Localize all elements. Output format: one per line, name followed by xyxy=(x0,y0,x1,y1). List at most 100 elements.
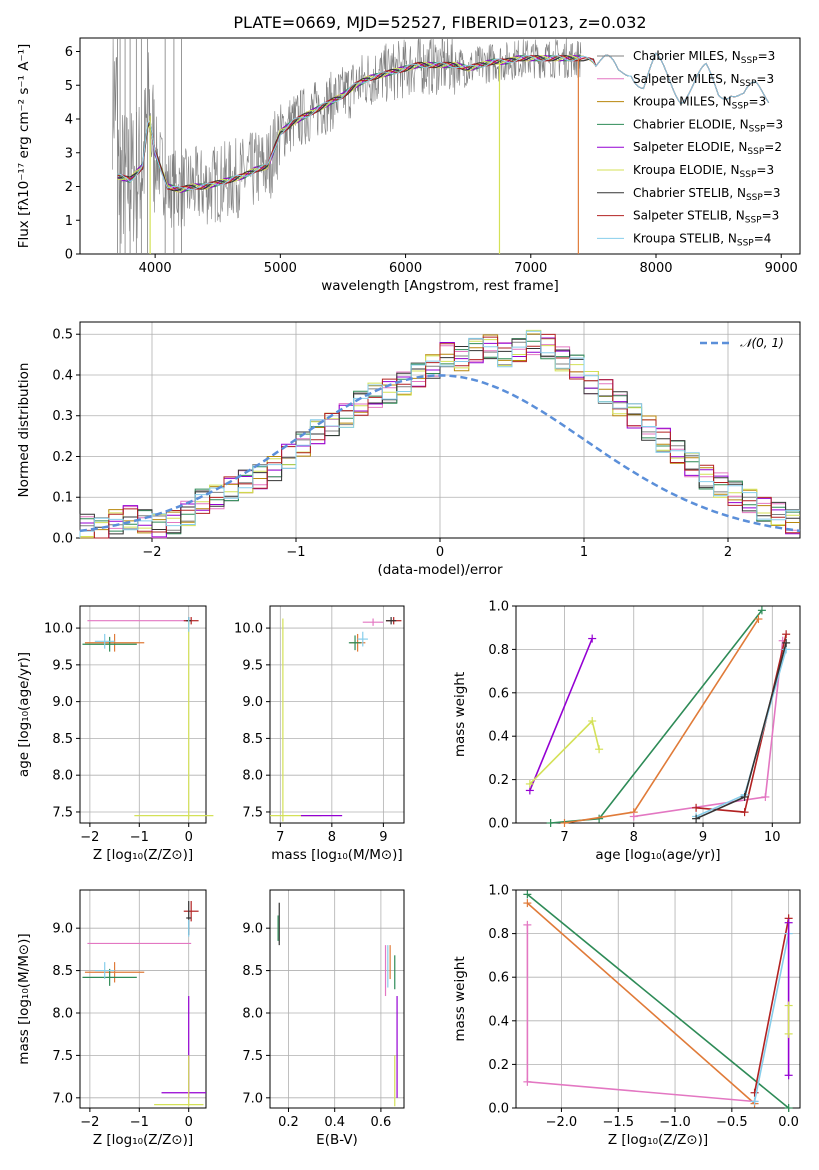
axes-frame xyxy=(79,321,801,539)
axes-frame xyxy=(515,605,801,824)
legend-val: =3 xyxy=(756,163,774,177)
legend-entry: Kroupa MILES, NSSP=3 xyxy=(633,95,766,112)
x-tick-label: −1.0 xyxy=(659,1115,691,1130)
y-tick-label: 1 xyxy=(65,214,73,229)
y-tick-label: 4 xyxy=(65,113,73,128)
legend-sub: SSP xyxy=(737,238,754,248)
axes-frame xyxy=(79,889,207,1109)
y-tick-label: 0 xyxy=(65,248,73,263)
y-tick-label: 1.0 xyxy=(488,600,509,615)
age_vs_mass-panel: 7 8 9 7.5 8.0 8.5 9.0 9.5 10.0 mass [log₁₀(M/M⊙)] xyxy=(234,605,405,863)
series-line xyxy=(633,640,784,818)
legend-sub: SSP xyxy=(740,170,757,180)
y-tick-label: 0.8 xyxy=(488,927,509,942)
y-tick-label: 0.8 xyxy=(488,643,509,658)
x-tick-label: 7000 xyxy=(514,261,547,276)
y-tick-label: 3 xyxy=(65,146,73,161)
y-tick-label: 9.0 xyxy=(242,695,263,710)
legend-val: =2 xyxy=(764,140,782,154)
residuals-panel: −2 −1 0 1 2 0.0 0.1 0.2 0.3 0.4 0.5 (data-model)/er… xyxy=(16,321,801,578)
x-tick-label: −1.5 xyxy=(602,1115,634,1130)
y-tick-label: 8.0 xyxy=(242,769,263,784)
axes-frame xyxy=(269,889,405,1109)
x-tick-label: 7 xyxy=(560,830,568,845)
legend-entry: Salpeter ELODIE, NSSP=2 xyxy=(633,140,782,157)
y-tick-label: 0.4 xyxy=(488,1014,509,1029)
legend: Chabrier MILES, NSSP=3 Salpeter MILES, NS… xyxy=(597,49,783,248)
x-tick-label: 5000 xyxy=(264,261,297,276)
series-line xyxy=(753,918,790,1093)
y-axis-label: Flux [fλ10⁻¹⁷ erg cm⁻² s⁻¹ A⁻¹] xyxy=(16,44,32,249)
legend-val: =4 xyxy=(754,231,772,245)
model-spectrum xyxy=(117,52,770,191)
y-axis-label: mass weight xyxy=(452,956,468,1041)
y-tick-label: 9.5 xyxy=(242,658,263,673)
x-tick-label: −2.0 xyxy=(546,1115,578,1130)
y-tick-label: 0.2 xyxy=(52,450,73,465)
x-tick-label: 0.6 xyxy=(371,1115,392,1130)
y-tick-label: 7.5 xyxy=(52,1049,73,1064)
x-tick-label: 6000 xyxy=(389,261,422,276)
x-axis-label: age [log₁₀(age/yr)] xyxy=(595,847,720,863)
weight_vs_age-panel: 7 8 9 10 0.0 0.2 0.4 0.6 0.8 1.0 age [log₁₀(age/yr… xyxy=(452,600,801,863)
y-tick-label: 8.0 xyxy=(52,769,73,784)
y-axis-label: Normed distribution xyxy=(16,363,32,498)
histogram-step xyxy=(79,330,800,538)
x-tick-label: −2 xyxy=(142,545,161,560)
y-tick-label: 9.0 xyxy=(52,922,73,937)
grid xyxy=(516,605,800,824)
legend-sub: SSP xyxy=(749,124,766,134)
x-tick-label: −1 xyxy=(286,545,305,560)
x-tick-label: 10 xyxy=(764,830,781,845)
legend-entry: Salpeter MILES, NSSP=3 xyxy=(633,72,774,89)
x-tick-label: 0 xyxy=(436,545,444,560)
y-tick-label: 0.1 xyxy=(52,491,73,506)
y-tick-label: 7.0 xyxy=(242,1091,263,1106)
legend-sub: SSP xyxy=(732,102,749,112)
axes-frame xyxy=(269,605,405,824)
x-tick-label: 0.4 xyxy=(324,1115,345,1130)
x-axis-label: Z [log₁₀(Z/Z⊙)] xyxy=(93,847,193,863)
legend-entry: 𝒩(0, 1) xyxy=(740,336,784,350)
y-tick-label: 0.2 xyxy=(488,1058,509,1073)
weight_vs_Z-panel: −2.0 −1.5 −1.0 −0.5 0.0 0.0 0.2 0.4 0.6 0.8 1.0 Z [… xyxy=(452,884,801,1148)
grid xyxy=(80,890,206,1108)
x-tick-label: 8000 xyxy=(639,261,672,276)
legend-sub: SSP xyxy=(746,193,763,203)
x-axis-label: wavelength [Angstrom, rest frame] xyxy=(321,278,559,294)
x-axis-label: (data-model)/error xyxy=(377,562,503,578)
x-tick-label: −1 xyxy=(130,830,149,845)
y-tick-label: 8.5 xyxy=(52,732,73,747)
axes-frame xyxy=(515,889,801,1109)
model-spectrum xyxy=(117,55,581,192)
x-tick-label: 0 xyxy=(185,830,193,845)
data-spectrum xyxy=(112,38,582,244)
legend-sub: SSP xyxy=(747,147,764,157)
x-axis-label: mass [log₁₀(M/M⊙)] xyxy=(271,847,402,863)
x-tick-label: 0.0 xyxy=(778,1115,799,1130)
legend-val: =3 xyxy=(749,95,767,109)
y-tick-label: 0.6 xyxy=(488,686,509,701)
mass_vs_ebv-panel: 0.2 0.4 0.6 7.0 7.5 8.0 8.5 9.0 E(B-V) xyxy=(242,889,405,1148)
y-tick-label: 1.0 xyxy=(488,884,509,899)
legend-entry: Chabrier STELIB, NSSP=3 xyxy=(633,186,781,203)
grid xyxy=(270,890,404,1108)
x-tick-label: 2 xyxy=(724,545,732,560)
x-tick-label: 1 xyxy=(580,545,588,560)
y-tick-label: 0.4 xyxy=(488,730,509,745)
y-tick-label: 8.5 xyxy=(242,964,263,979)
y-tick-label: 7.5 xyxy=(242,1049,263,1064)
chart-title: PLATE=0669, MJD=52527, FIBERID=0123, z=0… xyxy=(233,13,646,32)
y-tick-label: 0.0 xyxy=(52,532,73,547)
legend-entry: Chabrier ELODIE, NSSP=3 xyxy=(633,117,783,134)
axes-frame xyxy=(79,605,207,824)
x-axis-label: Z [log₁₀(Z/Z⊙)] xyxy=(608,1132,708,1148)
spectrum-lines xyxy=(112,38,770,254)
x-axis-label: E(B-V) xyxy=(316,1132,358,1148)
grid xyxy=(80,606,206,823)
legend-sub: SSP xyxy=(740,79,757,89)
x-tick-label: 8 xyxy=(328,830,336,845)
mass_vs_Z-panel: −2 −1 0 7.0 7.5 8.0 8.5 9.0 Z [log₁₀(Z/Z⊙)] mass … xyxy=(16,889,207,1148)
y-axis-label: mass weight xyxy=(452,672,468,757)
